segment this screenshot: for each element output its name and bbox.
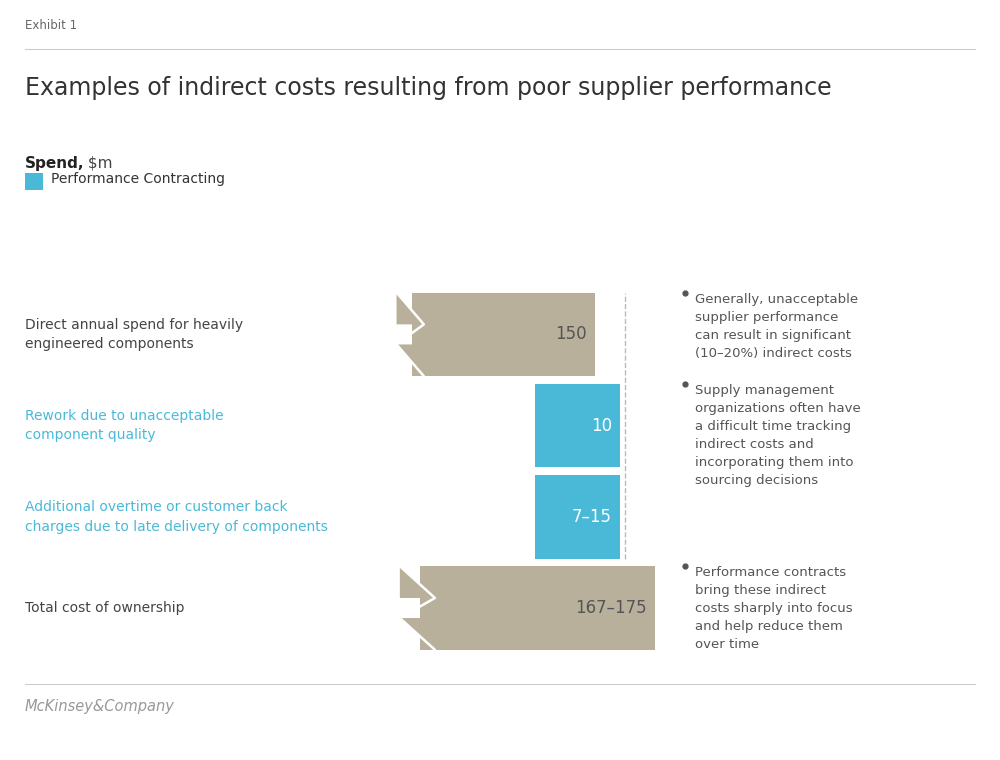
Text: Performance Contracting: Performance Contracting [51,172,225,185]
Polygon shape [397,293,424,325]
Text: Rework due to unacceptable
component quality: Rework due to unacceptable component qua… [25,409,224,442]
Text: Supply management
organizations often have
a difficult time tracking
indirect co: Supply management organizations often ha… [695,384,861,487]
Text: Additional overtime or customer back
charges due to late delivery of components: Additional overtime or customer back cha… [25,500,328,534]
Polygon shape [400,618,435,650]
Text: McKinsey&Company: McKinsey&Company [25,699,175,714]
FancyBboxPatch shape [385,293,412,376]
FancyBboxPatch shape [535,384,620,467]
Text: Exhibit 1: Exhibit 1 [25,19,77,32]
Text: 10: 10 [591,416,612,435]
FancyBboxPatch shape [385,293,595,376]
Polygon shape [400,566,435,598]
Text: 150: 150 [555,325,587,344]
Text: Performance contracts
bring these indirect
costs sharply into focus
and help red: Performance contracts bring these indire… [695,566,853,651]
Text: $m: $m [83,156,112,171]
Text: 7–15: 7–15 [572,508,612,526]
FancyBboxPatch shape [385,566,655,650]
Text: Spend,: Spend, [25,156,84,171]
Polygon shape [397,344,424,376]
Text: Generally, unacceptable
supplier performance
can result in significant
(10–20%) : Generally, unacceptable supplier perform… [695,293,858,359]
Text: Examples of indirect costs resulting from poor supplier performance: Examples of indirect costs resulting fro… [25,76,832,100]
FancyBboxPatch shape [25,173,43,190]
FancyBboxPatch shape [385,566,420,650]
Text: 167–175: 167–175 [575,599,647,617]
FancyBboxPatch shape [535,475,620,559]
Text: Direct annual spend for heavily
engineered components: Direct annual spend for heavily engineer… [25,318,243,351]
Text: Total cost of ownership: Total cost of ownership [25,601,184,615]
